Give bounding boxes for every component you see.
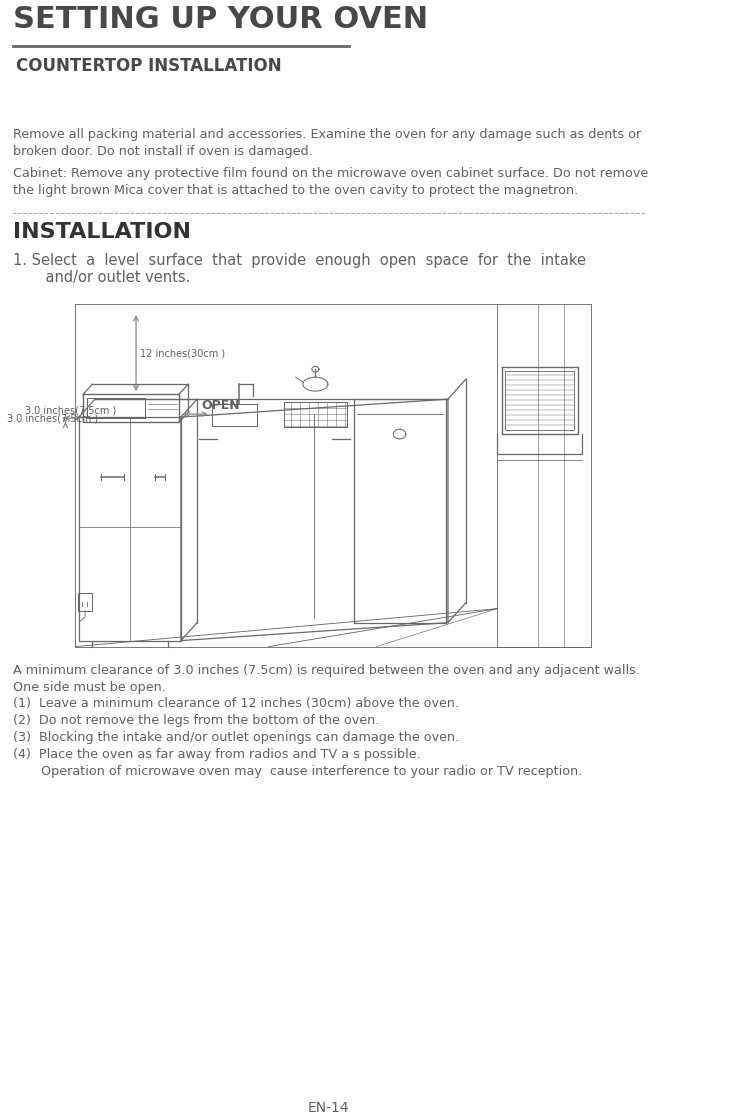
Text: EN-14: EN-14 — [308, 1100, 350, 1115]
Text: and/or outlet vents.: and/or outlet vents. — [27, 271, 190, 285]
Text: 1. Select  a  level  surface  that  provide  enough  open  space  for  the  inta: 1. Select a level surface that provide e… — [12, 254, 586, 268]
Text: Remove all packing material and accessories. Examine the oven for any damage suc: Remove all packing material and accessor… — [12, 127, 641, 141]
FancyBboxPatch shape — [78, 593, 93, 610]
Text: A minimum clearance of 3.0 inches (7.5cm) is required between the oven and any a: A minimum clearance of 3.0 inches (7.5cm… — [12, 664, 639, 676]
Text: Operation of microwave oven may  cause interference to your radio or TV receptio: Operation of microwave oven may cause in… — [12, 766, 582, 778]
Text: SETTING UP YOUR OVEN: SETTING UP YOUR OVEN — [12, 4, 428, 34]
Text: (1)  Leave a minimum clearance of 12 inches (30cm) above the oven.: (1) Leave a minimum clearance of 12 inch… — [12, 698, 459, 710]
Text: 3.0 inches(7.5cm ): 3.0 inches(7.5cm ) — [25, 405, 116, 415]
Text: 3.0 inches(7.5cm ): 3.0 inches(7.5cm ) — [7, 413, 98, 423]
Text: (3)  Blocking the intake and/or outlet openings can damage the oven.: (3) Blocking the intake and/or outlet op… — [12, 731, 459, 745]
Text: One side must be open.: One side must be open. — [12, 681, 165, 693]
Text: the light brown Mica cover that is attached to the oven cavity to protect the ma: the light brown Mica cover that is attac… — [12, 183, 578, 197]
Text: Cabinet: Remove any protective film found on the microwave oven cabinet surface.: Cabinet: Remove any protective film foun… — [12, 167, 648, 180]
Text: OPEN: OPEN — [201, 399, 240, 411]
Text: (2)  Do not remove the legs from the bottom of the oven.: (2) Do not remove the legs from the bott… — [12, 714, 379, 728]
Text: 12 inches(30cm ): 12 inches(30cm ) — [140, 348, 225, 358]
Text: COUNTERTOP INSTALLATION: COUNTERTOP INSTALLATION — [16, 57, 282, 75]
Text: broken door. Do not install if oven is damaged.: broken door. Do not install if oven is d… — [12, 144, 312, 158]
Text: INSTALLATION: INSTALLATION — [12, 221, 190, 241]
Text: (4)  Place the oven as far away from radios and TV a s possible.: (4) Place the oven as far away from radi… — [12, 748, 420, 761]
